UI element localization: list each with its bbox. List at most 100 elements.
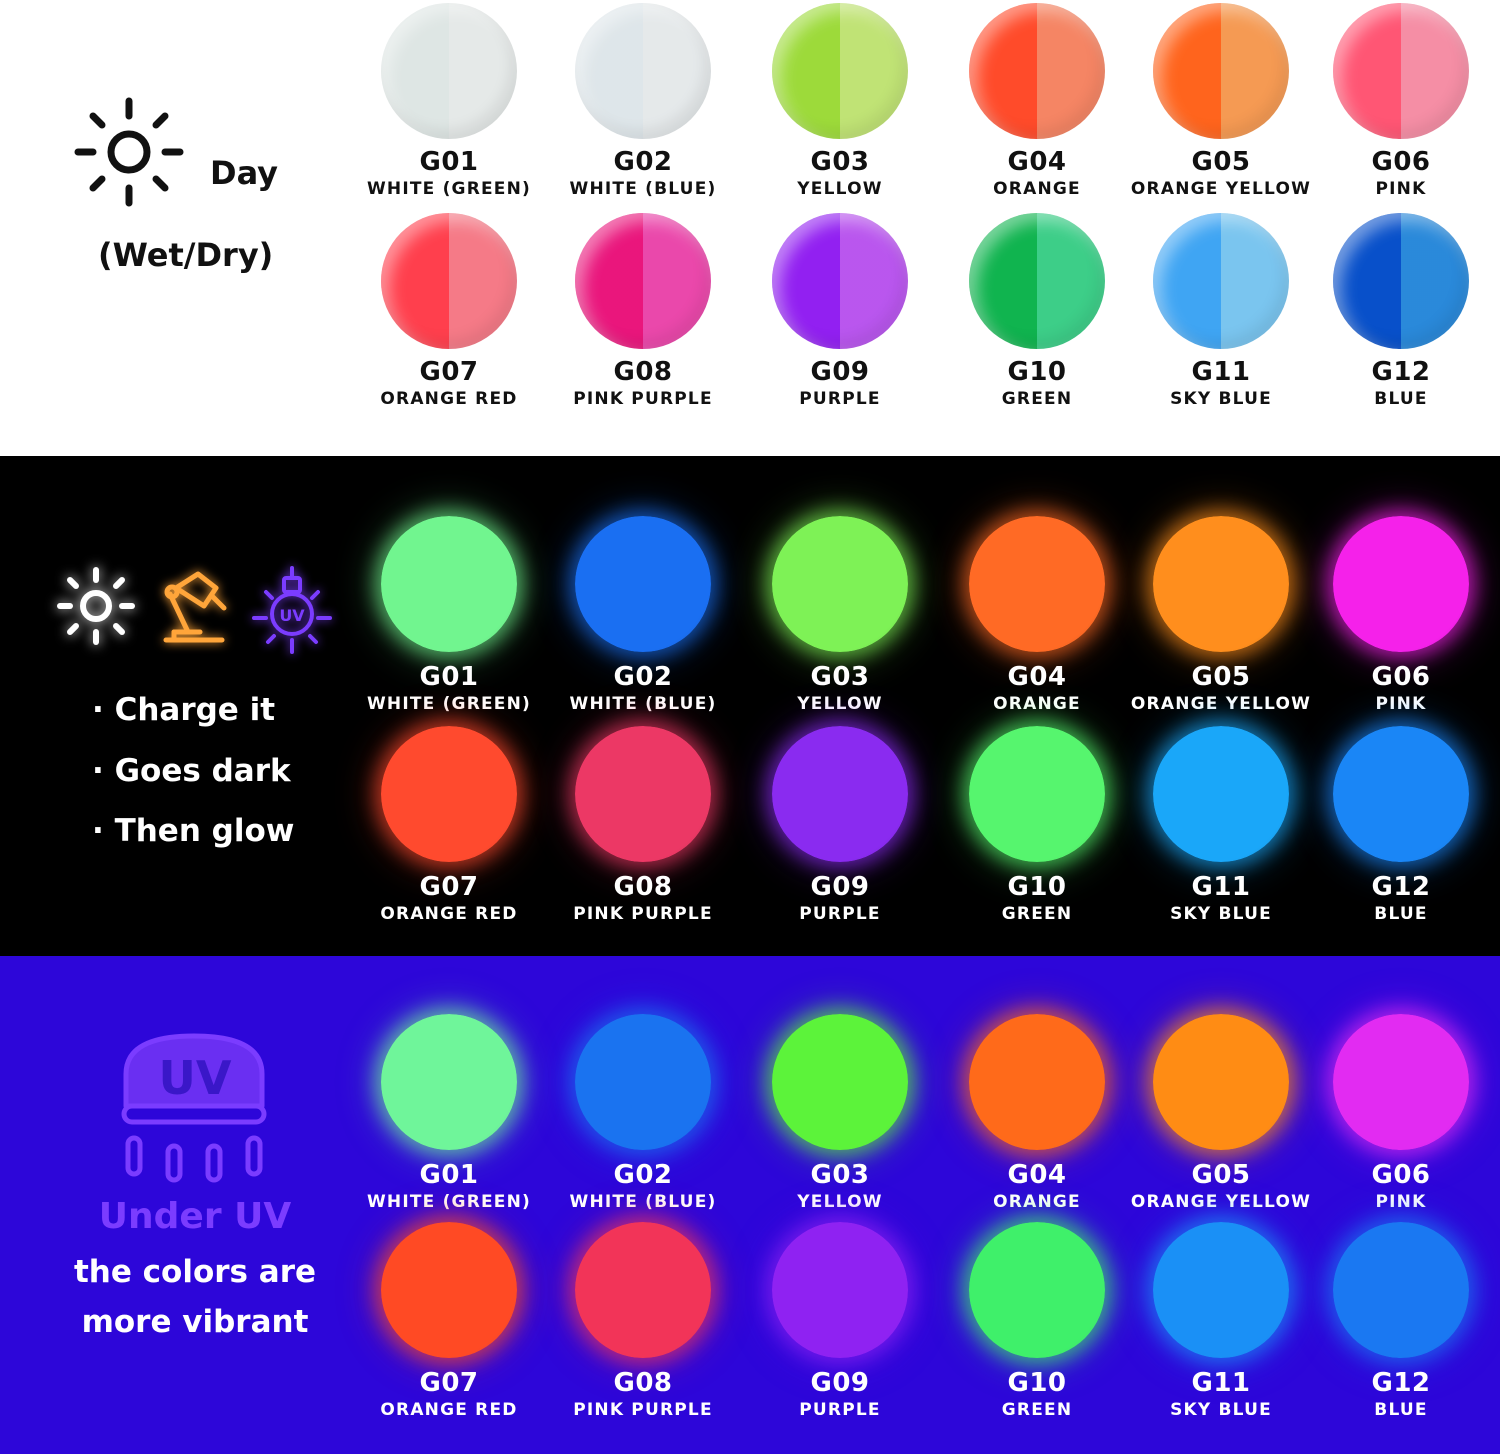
color-name: PINK PURPLE xyxy=(573,904,713,924)
color-name: WHITE (GREEN) xyxy=(366,694,532,714)
color-code: G09 xyxy=(810,872,870,902)
color-swatch-g10: G10 GREEN xyxy=(942,726,1132,926)
color-name: PINK PURPLE xyxy=(573,389,713,409)
color-name: GREEN xyxy=(1001,389,1073,409)
color-swatch-g01: G01 WHITE (GREEN) xyxy=(354,516,544,716)
color-code: G09 xyxy=(810,357,870,387)
color-code: G11 xyxy=(1191,357,1251,387)
color-swatch-g08: G08 PINK PURPLE xyxy=(548,1222,738,1422)
color-code: G12 xyxy=(1371,872,1431,902)
uv-section: UV Under UV the colors are more vibrant … xyxy=(0,956,1500,1454)
color-name: SKY BLUE xyxy=(1170,904,1272,924)
color-ball xyxy=(772,3,908,139)
day-title: Day xyxy=(210,154,279,192)
color-code: G07 xyxy=(419,872,479,902)
color-code: G01 xyxy=(419,662,479,692)
color-swatch-g09: G09 PURPLE xyxy=(745,726,935,926)
color-ball xyxy=(575,726,711,862)
color-ball xyxy=(1333,1014,1469,1150)
bullet-item: · Goes dark xyxy=(92,753,291,789)
color-ball xyxy=(969,3,1105,139)
color-name: SKY BLUE xyxy=(1170,389,1272,409)
color-name: ORANGE RED xyxy=(380,904,518,924)
color-swatch-g11: G11 SKY BLUE xyxy=(1126,213,1316,413)
color-ball xyxy=(1153,726,1289,862)
color-name: ORANGE YELLOW xyxy=(1130,1192,1312,1212)
color-swatch-g04: G04 ORANGE xyxy=(942,1014,1132,1214)
color-code: G08 xyxy=(613,1368,673,1398)
color-name: ORANGE xyxy=(993,1192,1081,1212)
color-ball xyxy=(1153,3,1289,139)
color-swatch-g03: G03 YELLOW xyxy=(745,3,935,203)
color-swatch-g07: G07 ORANGE RED xyxy=(354,726,544,926)
color-code: G07 xyxy=(419,357,479,387)
color-name: PURPLE xyxy=(799,1400,881,1420)
color-name: WHITE (BLUE) xyxy=(569,1192,717,1212)
color-code: G11 xyxy=(1191,872,1251,902)
color-code: G04 xyxy=(1007,147,1067,177)
color-ball xyxy=(969,1222,1105,1358)
color-swatch-g03: G03 YELLOW xyxy=(745,1014,935,1214)
color-swatch-g07: G07 ORANGE RED xyxy=(354,1222,544,1422)
color-name: PINK xyxy=(1375,179,1427,199)
bullet-item: · Charge it xyxy=(92,692,276,728)
color-code: G03 xyxy=(810,147,870,177)
color-code: G02 xyxy=(613,1160,673,1190)
color-name: WHITE (GREEN) xyxy=(366,179,532,199)
color-name: ORANGE YELLOW xyxy=(1130,179,1312,199)
color-name: YELLOW xyxy=(797,179,883,199)
color-code: G04 xyxy=(1007,1160,1067,1190)
uv-text-line2: more vibrant xyxy=(81,1304,309,1340)
color-ball xyxy=(772,726,908,862)
color-code: G08 xyxy=(613,872,673,902)
color-ball xyxy=(969,726,1105,862)
color-ball xyxy=(575,516,711,652)
color-swatch-g06: G06 PINK xyxy=(1306,516,1496,716)
color-ball xyxy=(969,1014,1105,1150)
color-name: SKY BLUE xyxy=(1170,1400,1272,1420)
color-swatch-g11: G11 SKY BLUE xyxy=(1126,726,1316,926)
color-ball xyxy=(575,213,711,349)
color-swatch-g12: G12 BLUE xyxy=(1306,726,1496,926)
uv-text-line1: the colors are xyxy=(73,1254,317,1290)
color-swatch-g01: G01 WHITE (GREEN) xyxy=(354,3,544,203)
color-swatch-g05: G05 ORANGE YELLOW xyxy=(1126,516,1316,716)
color-swatch-g05: G05 ORANGE YELLOW xyxy=(1126,1014,1316,1214)
color-code: G10 xyxy=(1007,357,1067,387)
color-code: G05 xyxy=(1191,147,1251,177)
color-name: GREEN xyxy=(1001,904,1073,924)
color-name: ORANGE xyxy=(993,179,1081,199)
sun-icon xyxy=(74,97,184,207)
color-ball xyxy=(772,516,908,652)
color-code: G07 xyxy=(419,1368,479,1398)
color-code: G05 xyxy=(1191,1160,1251,1190)
color-name: YELLOW xyxy=(797,1192,883,1212)
color-swatch-g12: G12 BLUE xyxy=(1306,1222,1496,1422)
color-code: G03 xyxy=(810,1160,870,1190)
svg-text:UV: UV xyxy=(159,1051,232,1105)
color-code: G02 xyxy=(613,147,673,177)
color-name: PINK PURPLE xyxy=(573,1400,713,1420)
sun-icon xyxy=(57,567,135,645)
color-swatch-g03: G03 YELLOW xyxy=(745,516,935,716)
color-ball xyxy=(575,1014,711,1150)
color-swatch-g10: G10 GREEN xyxy=(942,1222,1132,1422)
uv-heading: Under UV xyxy=(98,1196,292,1237)
color-code: G01 xyxy=(419,1160,479,1190)
color-name: WHITE (GREEN) xyxy=(366,1192,532,1212)
color-code: G03 xyxy=(810,662,870,692)
color-ball xyxy=(1153,213,1289,349)
color-name: BLUE xyxy=(1374,389,1428,409)
color-name: GREEN xyxy=(1001,1400,1073,1420)
color-swatch-g02: G02 WHITE (BLUE) xyxy=(548,1014,738,1214)
color-ball xyxy=(381,1222,517,1358)
color-ball xyxy=(1333,213,1469,349)
color-code: G06 xyxy=(1371,1160,1431,1190)
color-name: WHITE (BLUE) xyxy=(569,694,717,714)
color-swatch-g06: G06 PINK xyxy=(1306,1014,1496,1214)
bullet-item: · Then glow xyxy=(92,813,295,849)
color-ball xyxy=(1153,1222,1289,1358)
uv-bulb-icon: UV xyxy=(252,566,332,654)
color-name: BLUE xyxy=(1374,1400,1428,1420)
color-code: G11 xyxy=(1191,1368,1251,1398)
